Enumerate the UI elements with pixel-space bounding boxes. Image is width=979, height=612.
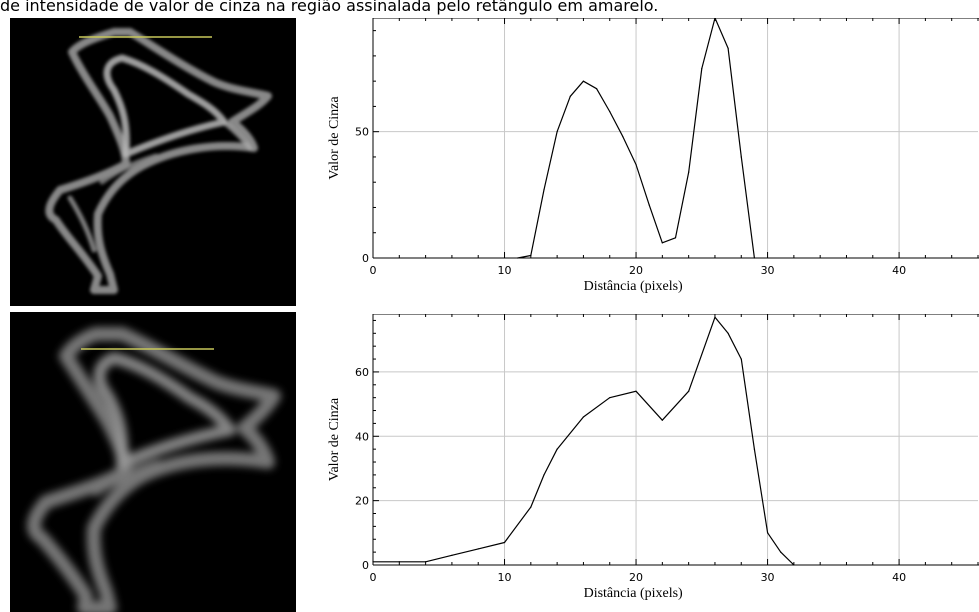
data-point [740, 358, 742, 360]
data-point [372, 561, 374, 563]
data-point [530, 254, 532, 257]
data-point [793, 564, 795, 566]
y-tick-label: 50 [355, 126, 369, 139]
y-tick-label: 0 [362, 559, 369, 572]
y-axis-label: Valor de Cinza [327, 397, 342, 481]
data-point [582, 416, 585, 418]
x-tick-label: 30 [761, 264, 775, 277]
data-point [648, 204, 650, 206]
gray-profile-chart-1: 0 10 20 30 40 0 50 Distância (pixels) Valor de C… [318, 18, 979, 308]
data-point [714, 316, 716, 318]
chart-1-svg: 0 10 20 30 40 0 50 Distância (pixels) Valor de C… [327, 18, 979, 294]
data-point [517, 257, 519, 259]
series-line [373, 316, 795, 566]
x-tick-label: 10 [498, 264, 512, 277]
data-point [635, 390, 637, 392]
original-microscopy-image [10, 18, 296, 306]
x-tick-label: 30 [761, 571, 775, 584]
chart-2-svg: 0 10 20 30 40 0 20 40 60 Distância (pixels) Valor … [327, 314, 979, 601]
data-point [530, 506, 532, 508]
x-tick-label: 40 [892, 571, 906, 584]
x-tick-label: 0 [370, 571, 377, 584]
data-point [635, 163, 637, 166]
data-point [753, 448, 756, 450]
data-point [740, 156, 742, 158]
x-tick-label: 40 [892, 264, 906, 277]
data-point [780, 551, 782, 553]
data-point [661, 419, 663, 421]
x-axis-label: Distância (pixels) [584, 279, 683, 294]
y-axis-label: Valor de Cinza [327, 96, 342, 180]
data-point [609, 110, 611, 113]
data-point [556, 448, 558, 450]
data-point [688, 390, 690, 392]
x-tick-label: 10 [498, 571, 512, 584]
data-point [425, 561, 427, 563]
y-tick-label: 0 [362, 252, 369, 265]
data-point [451, 554, 453, 556]
x-axis-label: Distância (pixels) [584, 586, 683, 601]
data-point [674, 237, 677, 239]
data-point [556, 131, 558, 133]
data-point [766, 532, 769, 534]
data-point [661, 242, 663, 244]
data-point [398, 561, 400, 563]
data-point [727, 47, 729, 49]
data-point [582, 80, 585, 82]
data-point [622, 136, 624, 138]
data-point [543, 189, 545, 191]
caption-text: de intensidade de valor de cinza na regi… [0, 0, 659, 15]
y-tick-label: 40 [355, 430, 369, 443]
x-tick-label: 0 [370, 264, 377, 277]
y-tick-label: 60 [355, 366, 369, 379]
blurred-microscopy-image [10, 312, 296, 612]
data-point [701, 67, 703, 70]
data-point [753, 257, 756, 259]
x-tick-label: 20 [629, 264, 643, 277]
data-point [595, 88, 598, 90]
data-point [569, 95, 571, 97]
data-point [543, 474, 545, 476]
gray-profile-chart-2: 0 10 20 30 40 0 20 40 60 Distância (pixels) Valor … [318, 314, 979, 612]
data-point [477, 548, 479, 550]
data-point [503, 541, 506, 544]
data-point [727, 332, 729, 334]
x-tick-label: 20 [629, 571, 643, 584]
data-point [714, 18, 716, 19]
y-tick-label: 20 [355, 495, 369, 508]
data-point [688, 171, 690, 173]
data-point [609, 397, 611, 399]
